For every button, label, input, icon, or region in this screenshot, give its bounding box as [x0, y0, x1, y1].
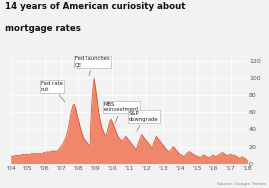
- Text: S&P
downgrade: S&P downgrade: [129, 111, 159, 131]
- Text: 14 years of American curiosity about: 14 years of American curiosity about: [5, 2, 186, 11]
- Text: Fed launches
QE: Fed launches QE: [75, 57, 110, 76]
- Text: Source: Google Trends: Source: Google Trends: [217, 182, 266, 186]
- Text: mortgage rates: mortgage rates: [5, 24, 81, 33]
- Text: MBS
reinvestment: MBS reinvestment: [104, 102, 139, 124]
- Text: Fed rate
cut: Fed rate cut: [41, 81, 65, 102]
